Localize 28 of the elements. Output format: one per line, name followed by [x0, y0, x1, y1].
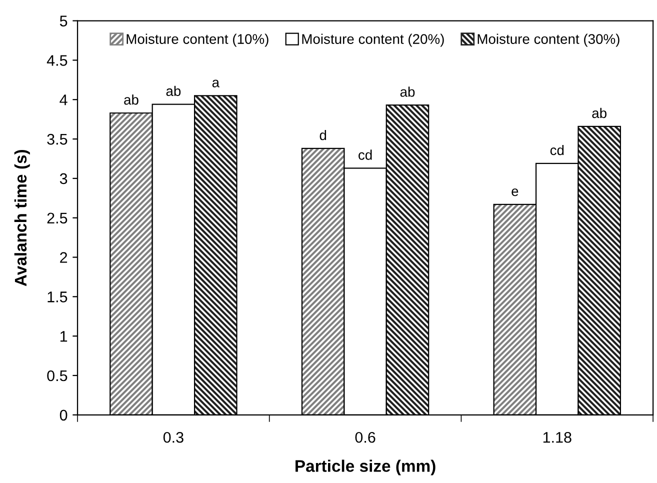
- y-tick-label: 3.5: [47, 134, 68, 145]
- data-label: ab: [166, 86, 181, 96]
- data-label: d: [320, 130, 326, 140]
- x-tick-label: 0.6: [355, 432, 376, 443]
- y-tick-label: 0: [60, 410, 68, 421]
- data-label: e: [512, 188, 518, 196]
- legend-label: Moisture content (20%): [302, 34, 444, 47]
- legend-label: Moisture content (30%): [478, 34, 620, 47]
- y-tick-label: 2.5: [47, 212, 68, 224]
- data-label: cd: [550, 144, 564, 156]
- y-tick-label: 0.5: [47, 370, 68, 382]
- x-tick-label: 0.3: [163, 432, 184, 443]
- data-label: ab: [124, 94, 138, 105]
- y-tick-label: 2: [60, 252, 68, 263]
- y-tick-label: 5: [60, 16, 68, 26]
- y-axis-title: Avalanch time (s): [14, 150, 30, 286]
- data-label: a: [212, 80, 220, 88]
- y-tick-label: 1.5: [48, 292, 68, 302]
- x-axis-title: Particle size (mm): [296, 460, 436, 476]
- data-label: ab: [400, 86, 415, 97]
- data-label: ab: [592, 108, 606, 118]
- y-tick-label: 1: [60, 331, 68, 342]
- y-tick-label: 3: [60, 173, 68, 184]
- x-tick-label: 1.18: [543, 432, 572, 443]
- data-label: cd: [358, 150, 372, 160]
- y-tick-label: 4.5: [46, 55, 68, 66]
- legend-label: Moisture content (10%): [126, 34, 268, 47]
- y-tick-label: 4: [60, 94, 68, 106]
